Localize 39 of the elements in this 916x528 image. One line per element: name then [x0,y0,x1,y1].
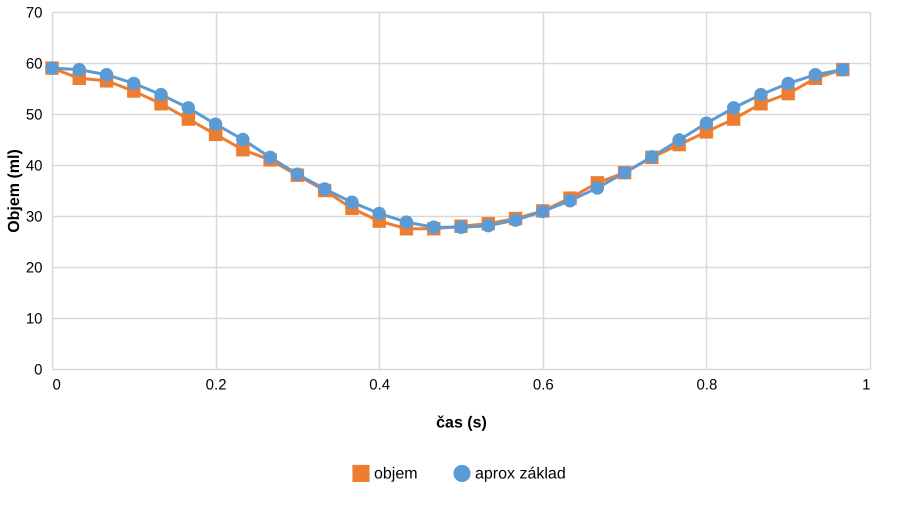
point [590,181,604,195]
point [781,76,795,90]
point [127,76,141,90]
point [400,215,414,229]
point [754,88,768,102]
x-tick-label: 0 [52,376,61,394]
point [372,206,386,220]
point [726,101,740,115]
y-tick-label: 50 [26,106,42,124]
y-tick-label: 10 [26,310,42,328]
y-tick-label: 60 [26,56,42,72]
y-tick-label: 30 [26,208,42,226]
x-axis-title: čas (s) [436,414,487,432]
point [154,88,168,102]
point [808,68,822,82]
x-tick-label: 0.8 [696,376,718,394]
y-tick-label: 0 [34,362,42,378]
legend-label: objem [374,465,418,482]
x-tick-label: 0.2 [206,376,227,394]
point [726,112,740,126]
point [72,62,86,76]
x-tick-label: 0.4 [369,376,390,394]
point [182,101,196,115]
point [345,196,359,209]
x-tick-label: 1 [862,376,870,394]
point [182,112,196,126]
point [208,118,222,131]
point [700,116,714,130]
legend-label: aprox základ [475,465,566,482]
x-tick-label: 0.6 [532,376,554,394]
y-axis-title: Objem (ml) [6,149,23,233]
point [263,150,277,164]
point [100,68,114,82]
point [563,194,577,208]
y-tick-label: 40 [26,158,42,174]
y-tick-label: 20 [26,260,42,276]
point [672,133,686,147]
y-tick-label: 70 [26,4,42,22]
point [236,132,250,146]
